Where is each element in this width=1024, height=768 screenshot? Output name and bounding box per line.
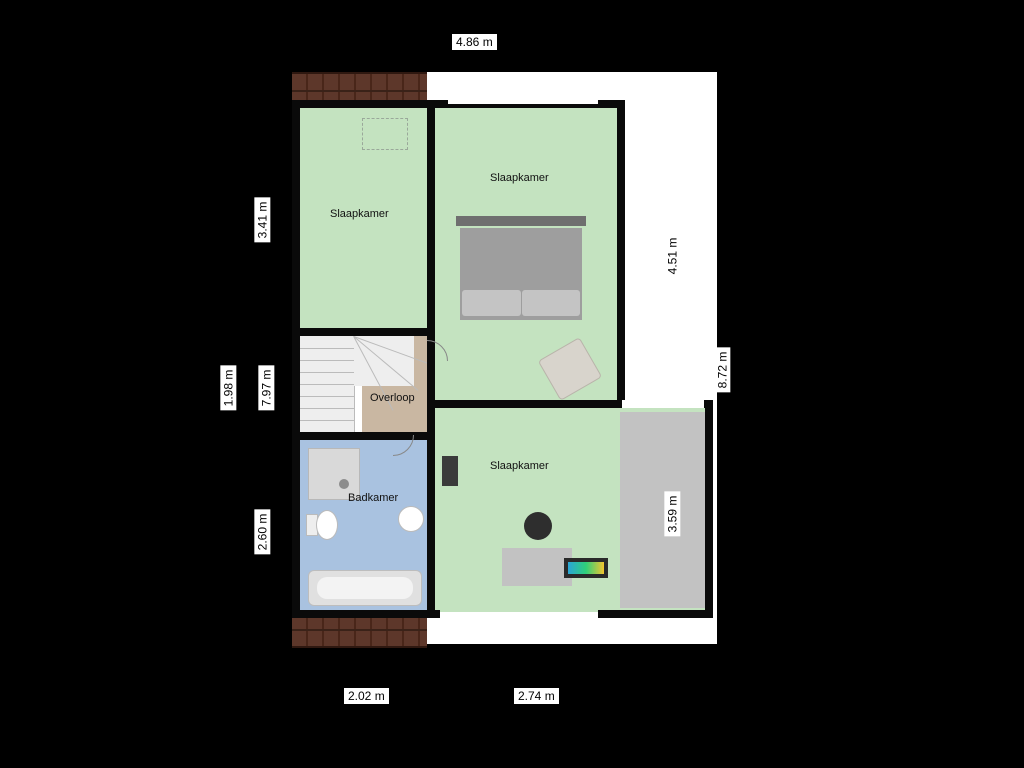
wall-outer-bottom-left [292, 610, 440, 618]
label-landing: Overloop [370, 392, 415, 404]
window-bottom [448, 614, 598, 622]
toilet [306, 510, 338, 540]
wall-h1 [292, 328, 435, 336]
wall-outer-right-lower [705, 408, 713, 618]
wall-outer-right-upper [617, 100, 625, 400]
dim-r-451: 4.51 m [664, 234, 680, 279]
monitor [564, 558, 608, 578]
dim-r-872: 8.72 m [714, 348, 730, 393]
dim-l-260: 2.60 m [254, 510, 270, 555]
label-bedroom-se: Slaapkamer [490, 460, 549, 472]
closet [362, 118, 408, 150]
dim-br: 2.74 m [514, 688, 559, 704]
wall-h3 [427, 400, 625, 408]
sink [398, 506, 424, 532]
label-bathroom: Badkamer [348, 492, 398, 504]
dim-top: 4.86 m [452, 34, 497, 50]
wall-outer-bottom-right [598, 610, 713, 618]
dresser [442, 456, 458, 486]
stairs [300, 336, 355, 432]
stair-winder [354, 336, 414, 386]
wall-outer-left [292, 100, 300, 618]
label-bedroom-nw: Slaapkamer [330, 208, 389, 220]
desk-east [620, 412, 705, 608]
floorplan-stage: { "canvas": { "w": 1024, "h": 768, "back… [0, 0, 1024, 768]
bathtub [308, 570, 422, 606]
label-bedroom-ne: Slaapkamer [490, 172, 549, 184]
window-top [448, 96, 598, 104]
dim-l-341: 3.41 m [254, 198, 270, 243]
dim-l-797: 7.97 m [258, 366, 274, 411]
desk-chair [524, 512, 552, 540]
bed [456, 216, 586, 324]
dim-bl: 2.02 m [344, 688, 389, 704]
window-step [622, 400, 704, 408]
desk-south [502, 548, 572, 586]
dim-l-198: 1.98 m [220, 366, 236, 411]
dim-r-359: 3.59 m [664, 492, 680, 537]
